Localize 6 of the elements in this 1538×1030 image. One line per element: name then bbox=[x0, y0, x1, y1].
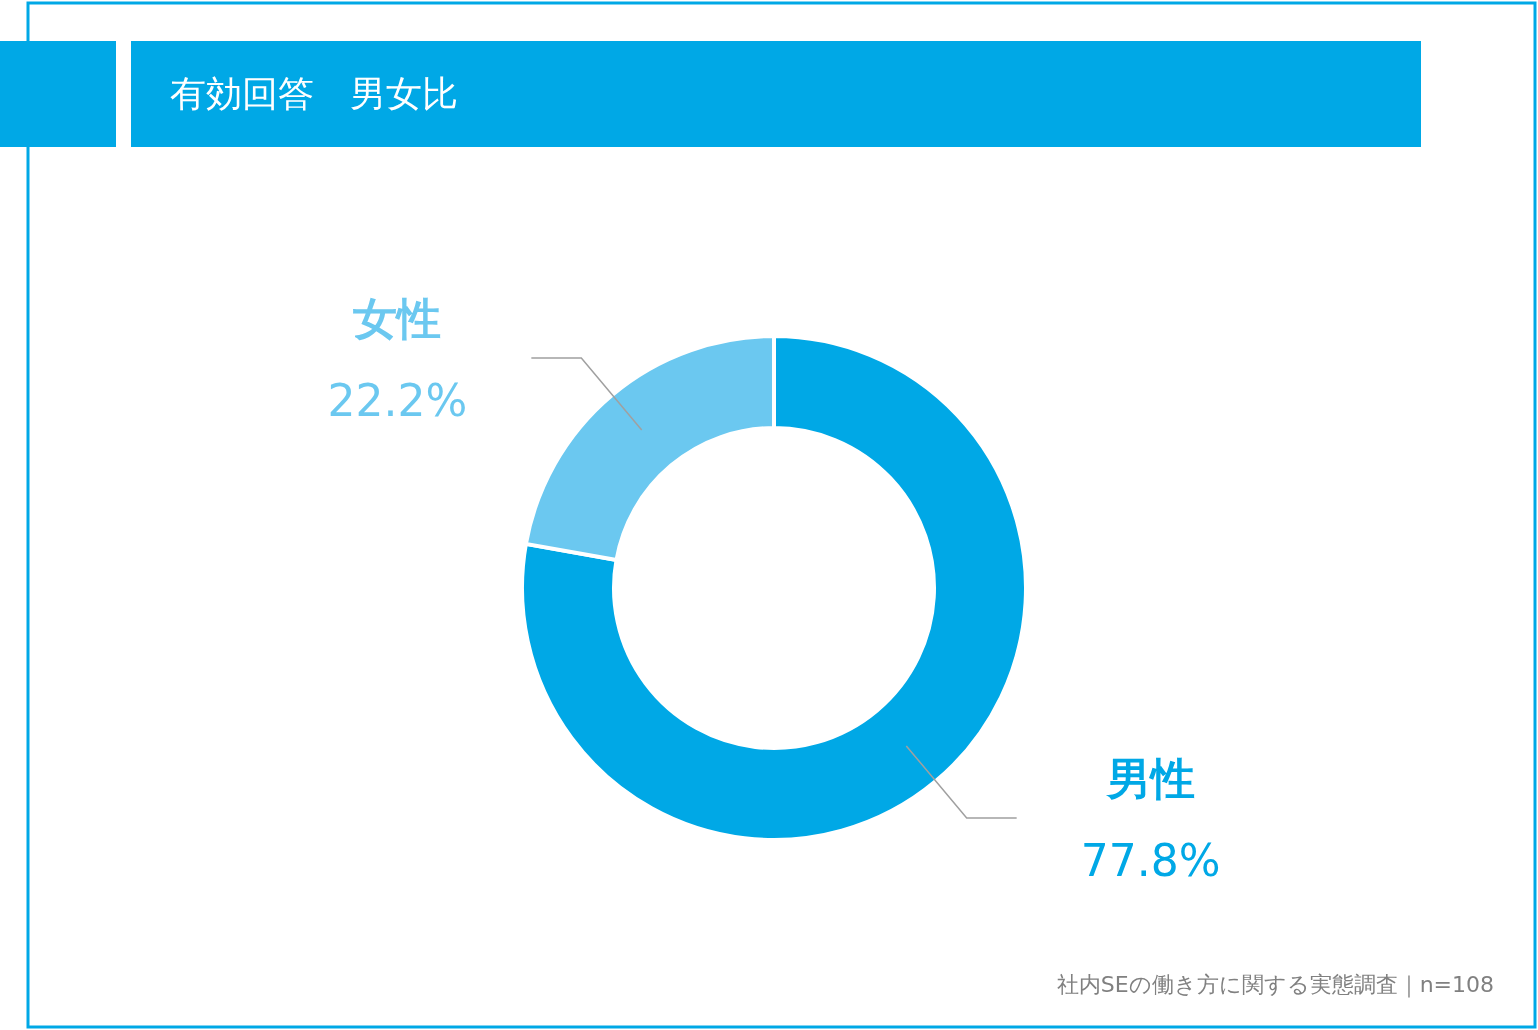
slice-label: 男性 bbox=[1104, 752, 1195, 804]
text: 社内SEの働き方に関する実態調査｜n=108 bbox=[1056, 972, 1494, 998]
data-label: 22.2% bbox=[327, 375, 468, 427]
chart-title: 有効回答 男女比 bbox=[170, 73, 458, 114]
slice-label: 女性 bbox=[353, 293, 442, 345]
data-label: 77.8% bbox=[1080, 834, 1221, 886]
